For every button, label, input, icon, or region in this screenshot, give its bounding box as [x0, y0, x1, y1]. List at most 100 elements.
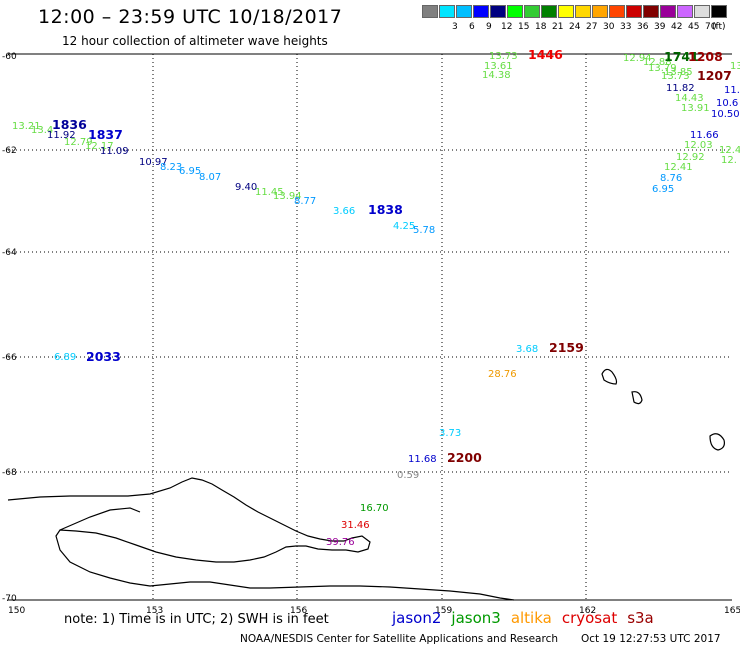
legend-swatch: [439, 5, 455, 18]
legend-swatch: [609, 5, 625, 18]
wave-height-label: 14.38: [482, 70, 511, 81]
satellite-jason3: jason3: [451, 609, 501, 627]
wave-height-label: 11.09: [100, 146, 129, 157]
legend-label: 42: [671, 22, 683, 32]
y-tick-label: -68: [2, 468, 17, 478]
legend-swatch: [711, 5, 727, 18]
island-2: [631, 391, 643, 405]
legend-swatch: [490, 5, 506, 18]
legend-swatch: [626, 5, 642, 18]
wave-height-label: 6.89: [54, 352, 76, 363]
pass-time-label: 1741: [664, 49, 699, 64]
wave-height-label: 13.94: [273, 191, 302, 202]
legend-label: 18: [535, 22, 547, 32]
island-3: [709, 433, 725, 451]
wave-height-label: 8.23: [160, 162, 182, 173]
wave-height-label: 13.21: [12, 121, 41, 132]
wave-height-label: 5.78: [413, 225, 435, 236]
wave-height-label: 13.79: [648, 63, 677, 74]
map-grid: [8, 54, 732, 600]
pass-time-label: 2200: [447, 450, 482, 465]
page-subtitle: 12 hour collection of altimeter wave hei…: [62, 34, 328, 48]
coastline-inlet: [59, 507, 141, 531]
wave-height-label: 11.66: [690, 130, 719, 141]
y-tick-label: -70: [2, 594, 17, 604]
legend-swatch: [677, 5, 693, 18]
legend-label: 30: [603, 22, 615, 32]
wave-height-label: 31.46: [341, 520, 370, 531]
pass-time-label: 2159: [549, 340, 584, 355]
footer-timestamp: Oct 19 12:27:53 UTC 2017: [581, 633, 721, 645]
satellite-jason2: jason2: [392, 609, 442, 627]
footer-note: note: 1) Time is in UTC; 2) SWH is in fe…: [64, 612, 329, 627]
wave-height-label: 12.4: [719, 145, 740, 156]
map-frame: [8, 53, 732, 601]
wave-height-label: 9.40: [235, 182, 257, 193]
legend-label: 70: [705, 22, 717, 32]
legend-swatch: [456, 5, 472, 18]
wave-height-label: 8.76: [660, 173, 682, 184]
legend-label: 24: [569, 22, 581, 32]
island-1: [601, 368, 618, 385]
pass-time-label: 1837: [88, 127, 123, 142]
wave-height-label: 12.94: [623, 53, 652, 64]
legend-swatch: [694, 5, 710, 18]
legend-swatch: [541, 5, 557, 18]
wave-height-label: 10.6: [716, 98, 738, 109]
wave-height-label: 10.50: [711, 109, 740, 120]
x-tick-label: 165: [724, 606, 740, 616]
legend-swatch: [592, 5, 608, 18]
satellite-s3a: s3a: [627, 609, 654, 627]
wave-height-label: 11.82: [666, 83, 695, 94]
legend-swatch: [473, 5, 489, 18]
legend-label: 15: [518, 22, 530, 32]
wave-height-label: 12.03: [684, 140, 713, 151]
pass-time-label: 1836: [52, 117, 87, 132]
pass-time-label: 2033: [86, 349, 121, 364]
legend-swatch: [660, 5, 676, 18]
wave-height-label: 11.92: [47, 130, 76, 141]
legend-label: 9: [486, 22, 492, 32]
wave-height-label: 8.77: [294, 196, 316, 207]
wave-height-label: 13.73: [489, 51, 518, 62]
x-tick-label: 159: [435, 606, 452, 616]
satellite-altika: altika: [510, 609, 552, 627]
legend-swatch: [575, 5, 591, 18]
wave-height-label: 13: [730, 61, 740, 72]
wave-height-label: 6.95: [179, 166, 201, 177]
wave-height-label: 12.88: [643, 57, 672, 68]
legend-label: 3: [452, 22, 458, 32]
y-tick-label: -62: [2, 146, 17, 156]
legend-label: 39: [654, 22, 666, 32]
wave-height-label: 8.07: [199, 172, 221, 183]
legend-label: 21: [552, 22, 564, 32]
y-tick-label: -66: [2, 353, 17, 363]
pass-time-label: 1838: [368, 202, 403, 217]
axis-labels: 150 153 156 159 162 165 -60 -62 -64 -66 -68 -70: [2, 52, 740, 616]
wave-height-label: 6.95: [652, 184, 674, 195]
wave-height-label: 3.73: [439, 428, 461, 439]
wave-height-label: 10.97: [139, 157, 168, 168]
wave-height-label: 13.4: [31, 125, 53, 136]
wave-height-label: 13.61: [484, 61, 513, 72]
wave-height-label: 39.76: [326, 537, 355, 548]
y-tick-label: -60: [2, 52, 17, 62]
legend-label: 12: [501, 22, 513, 32]
y-tick-label: -64: [2, 248, 17, 258]
x-tick-label: 156: [290, 606, 307, 616]
legend-unit-label: (ft): [712, 22, 726, 32]
wave-height-label: 3.68: [516, 344, 538, 355]
wave-height-label: 11.68: [408, 454, 437, 465]
wave-height-label: 28.76: [488, 369, 517, 380]
legend-label: 36: [637, 22, 649, 32]
satellite-legend: jason2 jason3 altika cryosat s3a: [392, 609, 664, 627]
pass-time-label: 1208: [688, 49, 723, 64]
legend-label: 45: [688, 22, 700, 32]
x-tick-label: 150: [8, 606, 25, 616]
legend-swatch: [524, 5, 540, 18]
wave-height-label: 16.70: [360, 503, 389, 514]
satellite-cryosat: cryosat: [561, 609, 618, 627]
legend-swatch: [422, 5, 438, 18]
